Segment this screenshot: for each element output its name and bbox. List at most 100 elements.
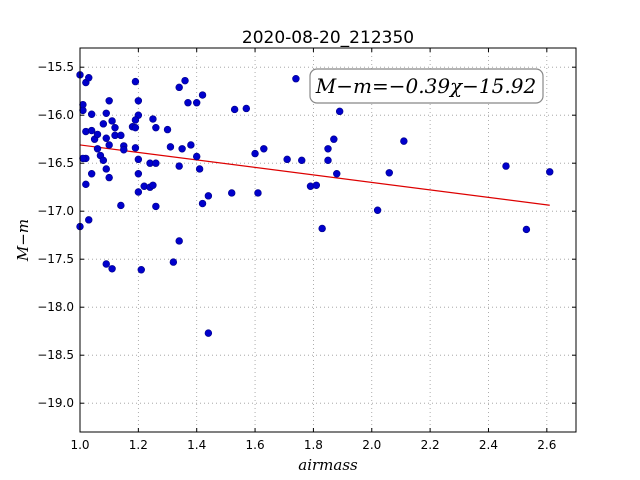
data-point [105, 97, 113, 105]
data-point [283, 155, 291, 164]
plot-frame [79, 47, 577, 433]
data-point [175, 83, 183, 92]
y-tick-labels: −15.5 −16.0 −16.5 −17.0 −17.5 −18.0 −18.5 −19.0 [37, 60, 74, 410]
data-point [102, 260, 110, 268]
x-tick-label: 1.4 [187, 438, 206, 452]
data-point [324, 145, 332, 153]
data-point [99, 156, 108, 165]
data-point [152, 123, 160, 132]
chart-title: 2020-08-20_212350 [242, 28, 414, 48]
x-tick-label: 1.6 [246, 438, 265, 452]
data-point [85, 216, 93, 224]
data-point [105, 173, 113, 182]
data-point [169, 258, 178, 266]
y-tick-label: −18.0 [37, 300, 74, 314]
data-point [198, 199, 207, 208]
data-point [87, 110, 96, 118]
data-point [373, 206, 382, 214]
y-tick-label: −17.0 [37, 204, 74, 218]
y-tick-label: −19.0 [37, 396, 74, 410]
data-point [131, 123, 140, 132]
x-tick-label: 2.4 [479, 438, 498, 452]
data-point [178, 145, 186, 153]
data-point [134, 170, 143, 178]
data-point [102, 165, 110, 173]
data-point [385, 169, 393, 177]
y-tick-label: −16.5 [37, 156, 74, 170]
data-point [93, 130, 102, 139]
x-axis-label: airmass [298, 456, 358, 474]
data-point [102, 109, 110, 117]
data-point [198, 91, 207, 99]
data-point [335, 107, 344, 116]
data-point [87, 170, 96, 178]
data-point [79, 106, 87, 115]
fit-annotation-text: M−m=−0.39χ−15.92 [315, 74, 536, 98]
data-point [134, 97, 143, 105]
x-tick-label: 1.0 [70, 438, 89, 452]
data-point [131, 116, 140, 124]
data-point [131, 144, 140, 152]
data-point [242, 104, 251, 113]
data-point [298, 156, 306, 165]
data-point [131, 77, 140, 86]
data-point [134, 188, 143, 196]
data-point [175, 162, 183, 170]
data-point [193, 99, 201, 107]
data-point [254, 189, 262, 197]
data-point [187, 141, 195, 149]
data-point [108, 117, 116, 125]
data-point [400, 137, 408, 145]
data-point [195, 165, 204, 173]
data-point [111, 123, 119, 132]
data-point [163, 125, 172, 134]
data-point [184, 99, 192, 107]
x-tick-label: 2.6 [537, 438, 556, 452]
fit-line-group [79, 144, 550, 206]
data-point [134, 155, 143, 164]
data-point [82, 180, 90, 189]
data-point [181, 76, 189, 85]
fit-annotation: M−m=−0.39χ−15.92 [309, 68, 544, 104]
data-point [120, 146, 128, 154]
data-point [149, 181, 157, 189]
data-point [152, 202, 160, 211]
x-tick-label: 2.2 [421, 438, 440, 452]
y-tick-label: −18.5 [37, 348, 74, 362]
x-tick-label: 2.0 [362, 438, 381, 452]
data-point [522, 225, 531, 234]
data-point [318, 224, 326, 233]
fit-line [79, 144, 550, 206]
data-point [230, 105, 239, 114]
y-tick-label: −16.0 [37, 108, 74, 122]
data-point [546, 168, 554, 176]
data-point [166, 143, 175, 151]
data-point [330, 135, 338, 143]
data-point [175, 237, 183, 245]
data-point [251, 149, 259, 158]
y-axis-label: M−m [14, 219, 32, 262]
data-point [79, 154, 87, 163]
y-tick-label: −15.5 [37, 60, 74, 74]
data-point [117, 131, 125, 140]
data-points [76, 71, 554, 337]
axis-ticks [79, 48, 576, 432]
data-point [87, 126, 96, 135]
data-point [502, 162, 510, 170]
x-tick-label: 1.2 [129, 438, 148, 452]
data-point [149, 115, 157, 123]
data-point [204, 192, 213, 200]
data-point [117, 201, 125, 210]
data-point [137, 266, 145, 274]
data-point [228, 189, 236, 197]
data-point [292, 75, 300, 83]
data-point [333, 170, 341, 178]
data-point [324, 156, 332, 165]
data-point [193, 152, 201, 161]
data-point [260, 145, 268, 153]
fit-annotation-box [309, 68, 544, 104]
data-point [102, 134, 110, 142]
data-point [204, 329, 213, 337]
data-point [312, 181, 321, 189]
data-point [105, 141, 113, 149]
